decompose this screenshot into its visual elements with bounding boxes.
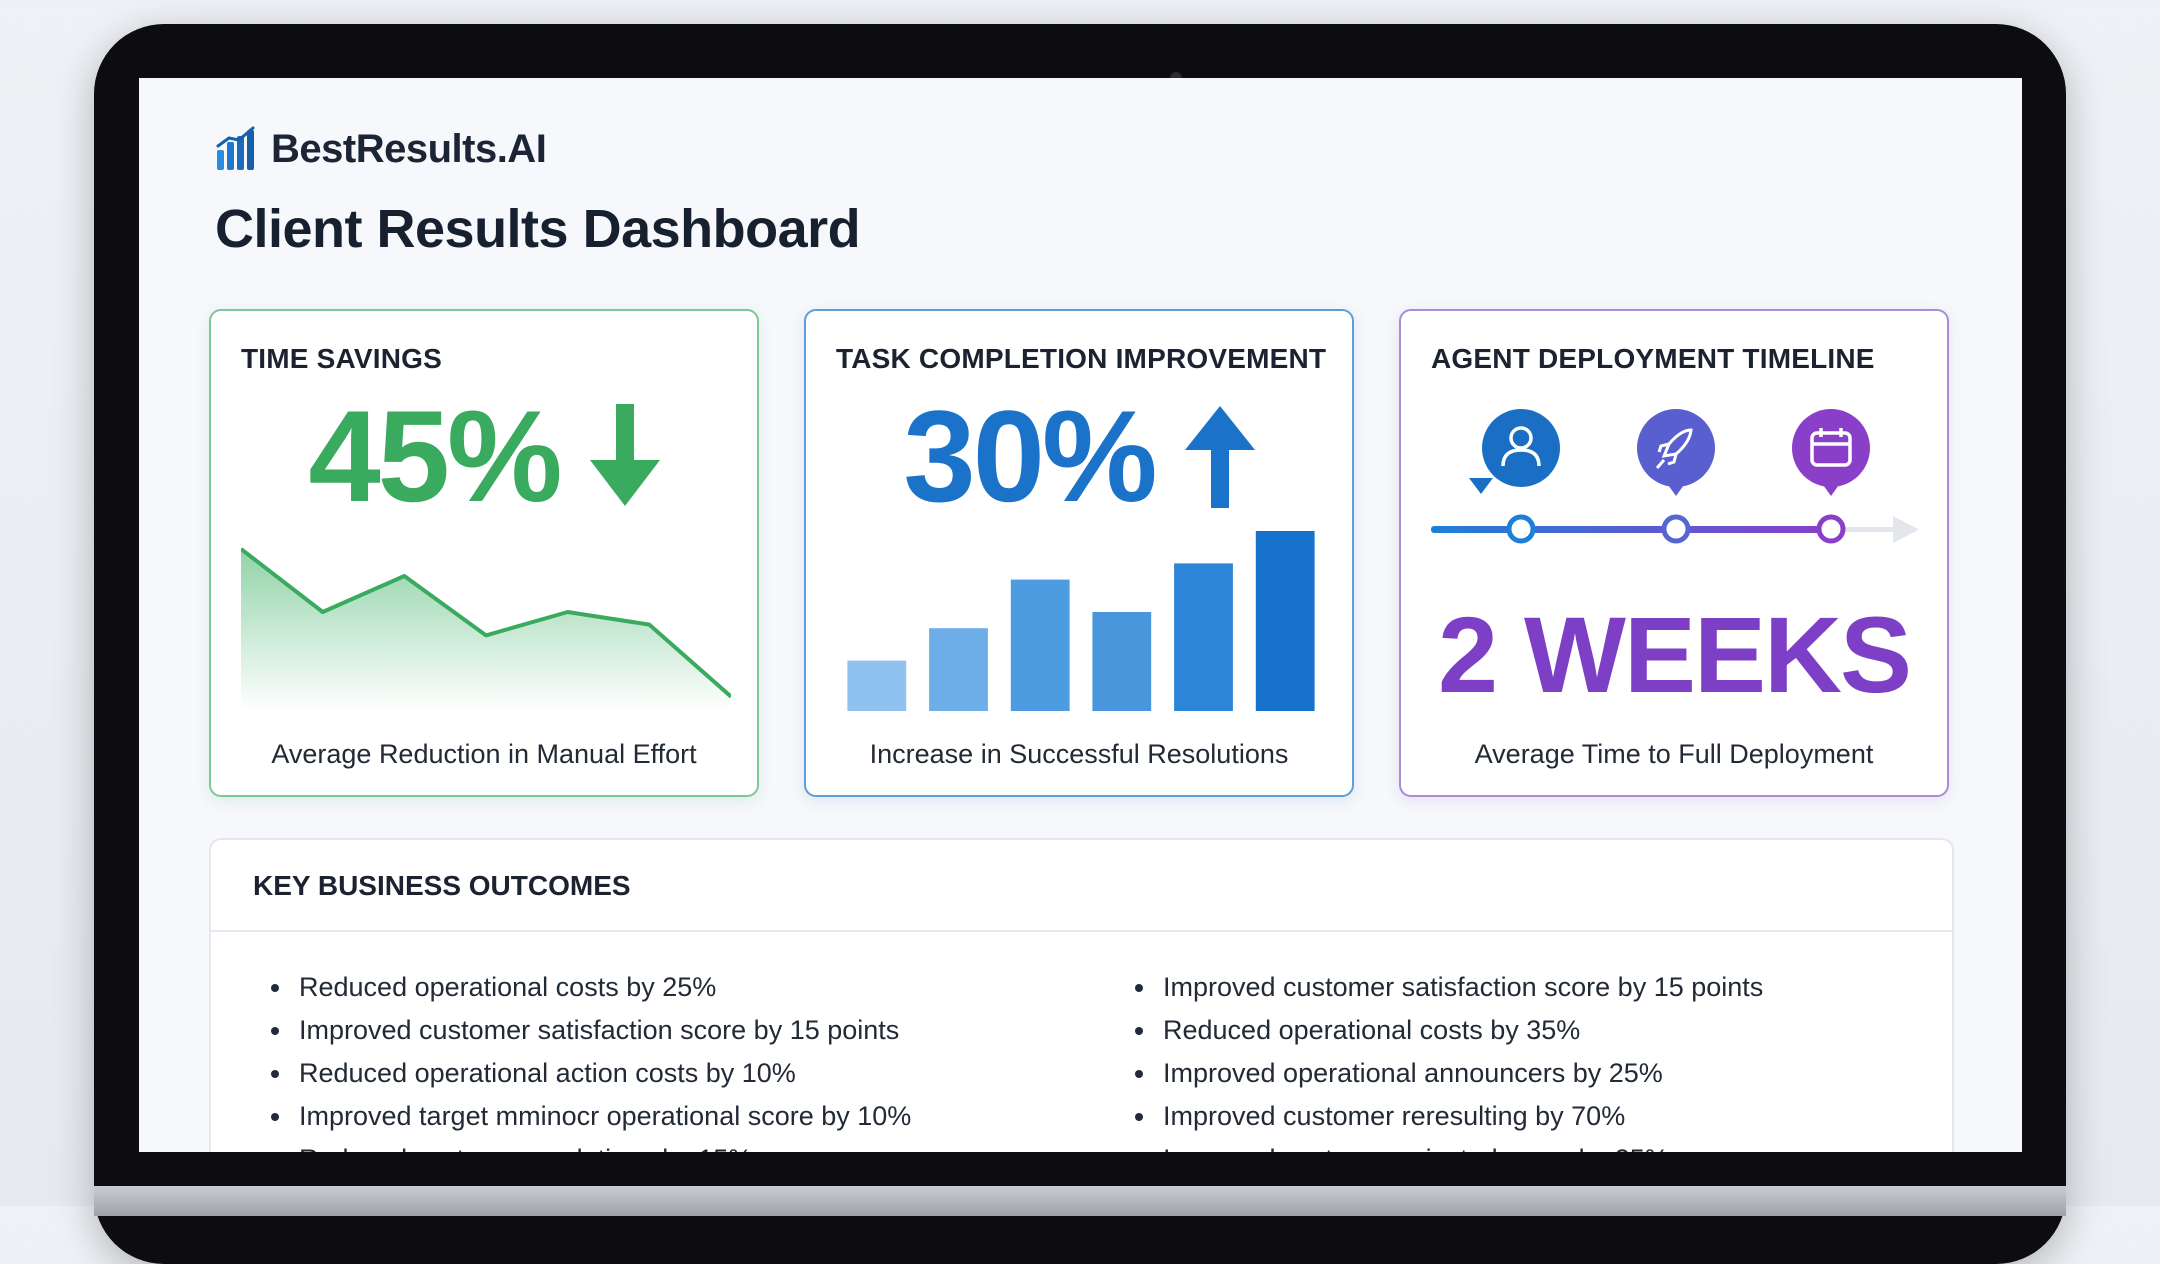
deployment-timeline-card: AGENT DEPLOYMENT TIMELINE: [1399, 309, 1949, 797]
key-business-outcomes-panel: KEY BUSINESS OUTCOMES Reduced operationa…: [209, 838, 1954, 1152]
list-item: Improved customer satisfaction score by …: [269, 1013, 911, 1056]
list-item: Improved customer reresulting by 70%: [1133, 1099, 1763, 1142]
list-item: Improved target mminocr operational scor…: [269, 1099, 911, 1142]
list-item: Reduced operational action costs by 10%: [269, 1056, 911, 1099]
card-caption: Increase in Successful Resolutions: [806, 739, 1352, 770]
bar-3: [1011, 580, 1070, 711]
time-savings-value: 45%: [308, 391, 559, 521]
bar-chart-logo-icon: [215, 126, 257, 172]
arrow-down-icon: [590, 404, 660, 508]
laptop-base: [94, 1186, 2066, 1216]
deployment-timeline: [1431, 406, 1921, 556]
time-savings-card: TIME SAVINGS 45% Average Reduction in Ma…: [209, 309, 759, 797]
brand-logo[interactable]: BestResults.AI: [215, 126, 546, 172]
list-item: Improved operational announcers by 25%: [1133, 1056, 1763, 1099]
bar-4: [1092, 612, 1151, 711]
outcomes-right-list: Improved customer satisfaction score by …: [1133, 970, 1763, 1152]
task-completion-bar-chart: [836, 531, 1326, 711]
metric-row: 30%: [806, 391, 1352, 521]
bar-6: [1256, 531, 1315, 711]
deployment-value: 2 WEEKS: [1401, 601, 1947, 709]
card-caption: Average Reduction in Manual Effort: [211, 739, 757, 770]
list-item: Reduced operational costs by 35%: [1133, 1013, 1763, 1056]
card-title: TASK COMPLETION IMPROVEMENT: [836, 343, 1326, 375]
list-item: Reduced operational costs by 25%: [269, 970, 911, 1013]
outcomes-title: KEY BUSINESS OUTCOMES: [211, 840, 1952, 932]
card-title: AGENT DEPLOYMENT TIMELINE: [1431, 343, 1875, 375]
arrow-up-icon: [1185, 404, 1255, 508]
calendar-pin: [1792, 409, 1870, 541]
card-caption: Average Time to Full Deployment: [1401, 739, 1947, 770]
task-completion-card: TASK COMPLETION IMPROVEMENT 30% Increase…: [804, 309, 1354, 797]
bar-5: [1174, 563, 1233, 711]
rocket-pin: [1637, 409, 1715, 541]
list-item: Reduced customer ecolutions by 15%: [269, 1142, 911, 1152]
brand-name: BestResults.AI: [271, 127, 546, 172]
bar-1: [847, 661, 906, 711]
page-title: Client Results Dashboard: [215, 198, 860, 260]
outcomes-left-list: Reduced operational costs by 25% Improve…: [269, 970, 911, 1152]
task-completion-value: 30%: [903, 391, 1154, 521]
metric-row: 45%: [211, 391, 757, 521]
bar-2: [929, 628, 988, 711]
time-savings-area-chart: [241, 531, 731, 711]
list-item: Improved customer rejected score by 25%: [1133, 1142, 1763, 1152]
user-pin: [1469, 409, 1560, 541]
dashboard-screen: BestResults.AI Client Results Dashboard …: [139, 78, 2022, 1152]
card-title: TIME SAVINGS: [241, 343, 442, 375]
list-item: Improved customer satisfaction score by …: [1133, 970, 1763, 1013]
